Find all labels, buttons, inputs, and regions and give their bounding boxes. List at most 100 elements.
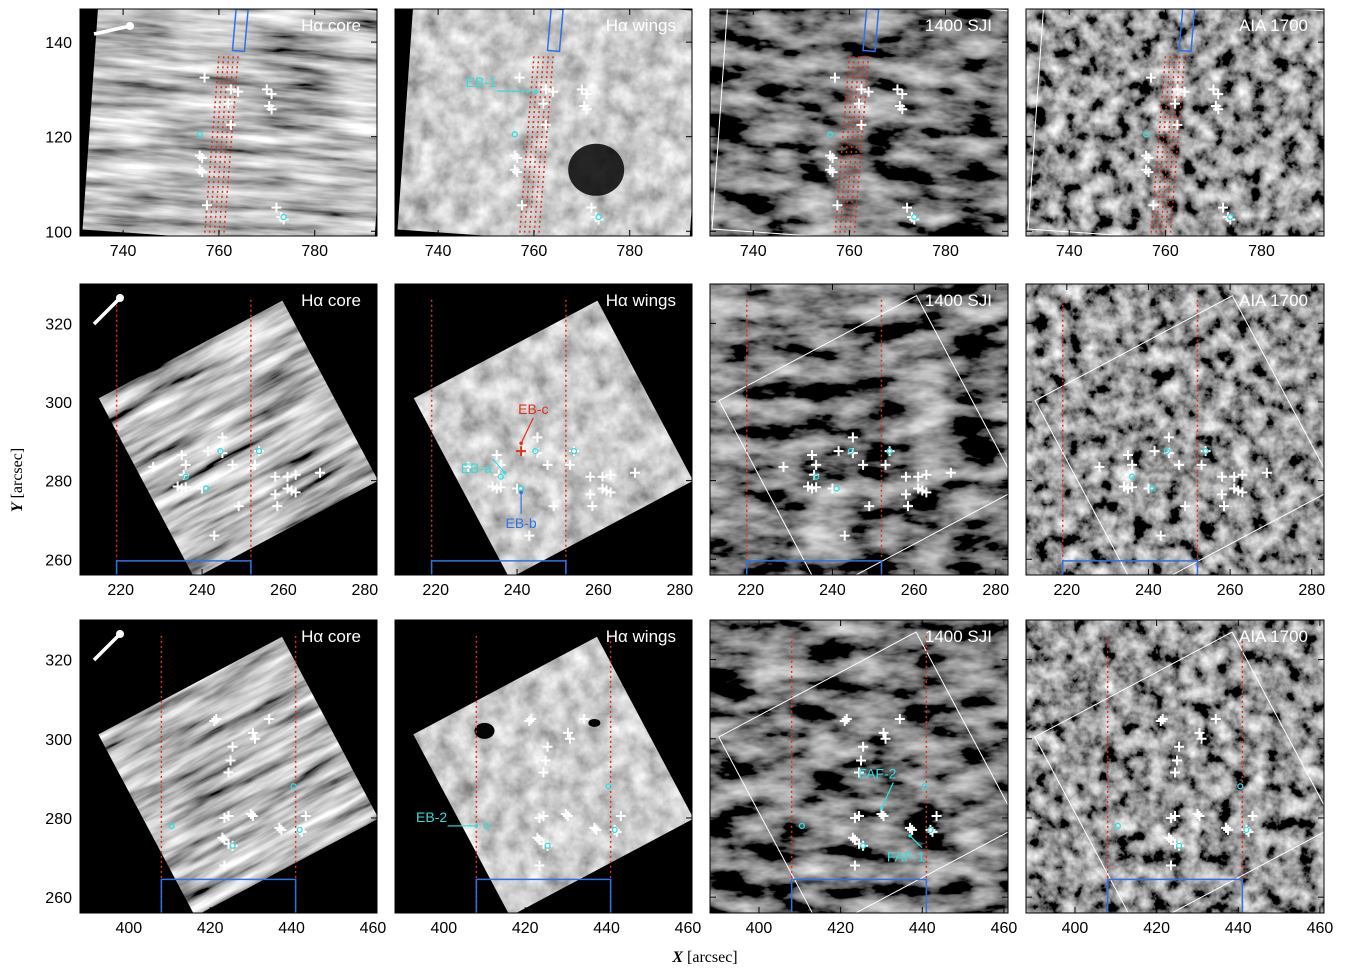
panel-frame [709,283,1009,576]
event-marker [514,72,525,83]
event-marker [271,202,282,213]
event-marker [247,810,258,821]
panel-r2-c2: EB-a EB-b EB-c Hα wings 220 240 260 280 [394,283,693,599]
event-marker [148,461,159,472]
event-marker [526,713,537,724]
event-marker [591,824,602,835]
x-tick-label: 240 [819,582,846,599]
event-marker [1180,501,1191,512]
event-marker [609,824,620,835]
event-marker [538,98,549,109]
event-marker [778,461,789,472]
panel-r1-c4: AIA 1700 740 760 780 [1025,8,1325,260]
y-tick-label: 320 [45,316,72,333]
event-marker [858,459,869,470]
north-arrowhead [126,22,134,30]
event-marker [217,432,228,443]
event-marker [1218,202,1229,213]
cyan-event-dot [847,447,854,455]
event-marker [249,733,260,744]
panel-title: Hα core [301,291,361,310]
cyan-event-dot [570,447,578,455]
y-axis-title-var: Y [9,501,26,512]
panel-frame [79,283,378,576]
panel-frame [1025,283,1325,576]
panel-title: 1400 SJI [925,291,992,310]
event-marker [209,530,220,541]
y-tick-label: 320 [45,653,72,670]
event-marker [1223,824,1234,835]
pore-dark [588,718,601,727]
event-marker [1241,824,1252,835]
event-marker [839,530,850,541]
y-axis-title-unit: [arcsec] [9,448,26,503]
event-marker [925,824,936,835]
fov-outline [1034,631,1324,913]
event-marker [880,733,891,744]
event-marker [282,471,293,482]
y-tick-label: 260 [45,890,72,907]
x-tick-label: 440 [278,920,305,937]
x-tick-label: 260 [585,582,612,599]
raster-bracket [430,560,567,575]
raster-bracket [160,878,297,913]
event-marker [854,810,864,821]
annotation-label: EB-2 [416,809,447,825]
event-marker [1172,119,1183,130]
event-marker [225,119,236,130]
event-marker [841,713,852,724]
event-marker [540,84,551,95]
event-marker [495,482,506,493]
event-marker [227,741,238,752]
y-tick-label: 300 [45,395,72,412]
event-marker [900,489,911,500]
x-tick-label: 460 [1307,920,1334,937]
event-marker [1170,767,1180,778]
event-marker [276,824,287,835]
cyan-event-dot [229,842,236,849]
cyan-event-dot [921,783,928,790]
event-marker [897,104,908,115]
event-marker [1196,459,1207,470]
annotation-arrowhead [908,833,912,838]
annotation-label: EB-c [518,401,548,417]
x-tick-label: 220 [107,582,134,599]
panel-title: Hα wings [606,627,676,646]
event-marker [1218,501,1229,512]
cyan-event-dot [1202,447,1209,455]
event-marker [1192,809,1203,820]
cyan-event-dot [217,447,224,455]
event-marker [849,860,860,871]
event-marker [807,450,818,461]
north-arrow [93,24,131,36]
annotation-label: FAF-1 [887,849,925,865]
raster-bracket [115,560,252,575]
fov-outline [718,631,1008,913]
x-tick-label: 780 [932,243,959,260]
panel-r3-c1: Hα core 400 420 440 460 260 280 300 320 [45,619,386,937]
event-marker [197,152,208,163]
panel-title: Hα core [301,627,361,646]
event-marker [811,459,822,470]
event-marker [847,432,858,443]
event-marker [878,727,889,738]
event-marker [839,715,850,726]
panel-title: Hα core [301,16,361,35]
cyan-event-dot [827,131,834,138]
event-marker [1163,432,1174,443]
x-tick-label: 400 [115,920,142,937]
event-marker [1237,487,1248,498]
x-tick-label: 420 [512,920,539,937]
event-marker [217,832,228,843]
event-marker [878,810,889,821]
event-marker [1149,446,1160,457]
event-marker [1213,104,1224,115]
event-marker [894,713,905,724]
cyan-event-dot [605,783,612,790]
event-marker [1170,810,1180,821]
slit-line [222,56,239,236]
event-marker [1194,727,1205,738]
slit-line [537,56,554,236]
event-marker [209,715,220,726]
fov-outline [1034,295,1324,575]
